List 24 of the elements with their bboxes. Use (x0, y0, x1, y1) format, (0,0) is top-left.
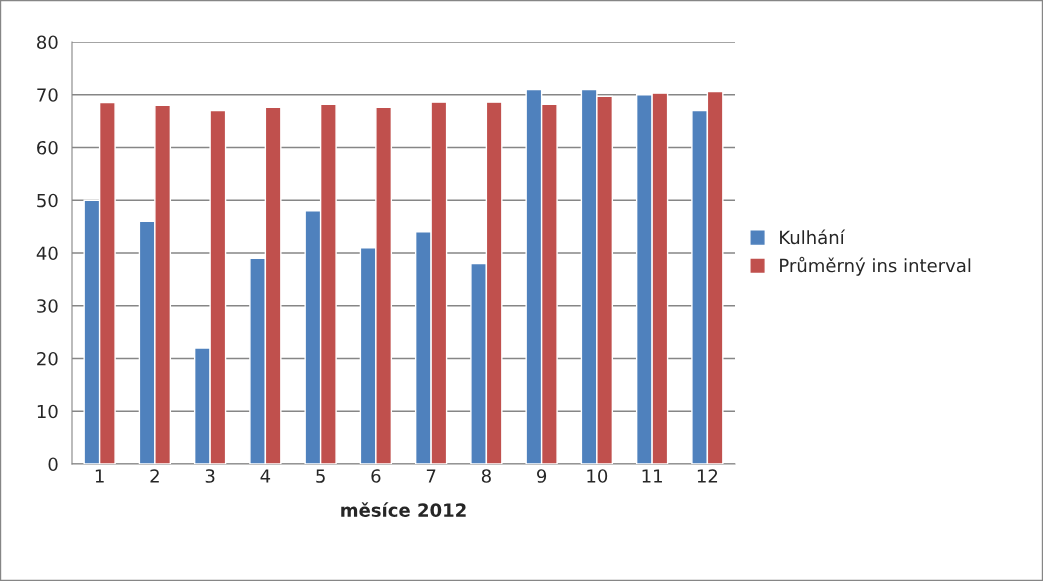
y-tick-label: 20 (37, 351, 58, 366)
x-tick-label: 2 (150, 469, 159, 483)
x-tick-label: 3 (205, 469, 215, 483)
y-tick-label: 60 (37, 140, 58, 155)
x-tick-label: 8 (481, 469, 491, 483)
x-tick-label: 11 (642, 469, 662, 483)
x-tick-label: 1 (95, 469, 104, 483)
x-tick-label: 4 (260, 469, 271, 483)
x-tick-label: 9 (537, 469, 547, 483)
x-axis-title: měsíce 2012 (341, 502, 466, 517)
legend-label: Kulhání (780, 229, 846, 245)
x-tick-label: 10 (587, 469, 608, 483)
x-tick-label: 12 (697, 469, 718, 483)
x-tick-label: 5 (316, 469, 325, 483)
y-tick-label: 30 (37, 299, 58, 313)
y-tick-label: 10 (37, 404, 58, 419)
y-tick-label: 70 (37, 88, 58, 102)
y-tick-label: 50 (37, 193, 58, 208)
y-tick-label: 0 (48, 457, 58, 472)
x-tick-label: 6 (371, 469, 381, 483)
y-tick-label: 80 (37, 35, 58, 50)
y-tick-label: 40 (36, 246, 58, 261)
x-tick-label: 7 (426, 469, 436, 483)
legend-label: Průměrný ins interval (780, 256, 971, 276)
